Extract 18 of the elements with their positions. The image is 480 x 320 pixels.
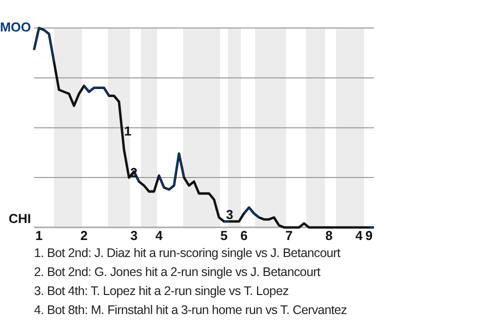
annotation: 1 (124, 123, 132, 138)
x-tick-label: 7 (285, 228, 293, 243)
text: 1. Bot 2nd: J. Diaz hit a run-scoring single vs J. Betancourt (34, 245, 342, 262)
x-tick-label: 5 (220, 228, 228, 243)
text: CHI (8, 210, 31, 226)
x-tick-label: 4 (355, 228, 364, 243)
x-tick-label: 3 (130, 228, 138, 243)
x-tick-label: 6 (240, 228, 248, 243)
x-tick-label: 1 (35, 228, 43, 243)
x-tick-label: 4 (155, 228, 164, 243)
annotation: 3 (226, 206, 234, 222)
text: MOO (0, 20, 31, 35)
x-tick-label: 9 (365, 228, 373, 243)
text: 4. Bot 8th: M. Firnstahl hit a 3-run home run vs T. Cervantez (34, 302, 347, 319)
text: 3. Bot 4th: T. Lopez hit a 2-run single vs T. Lopez (34, 283, 290, 300)
text: 2. Bot 2nd: G. Jones hit a 2-run single vs J. Betancourt (34, 264, 322, 281)
x-tick-label: 8 (325, 228, 333, 243)
x-tick-label: 2 (80, 228, 88, 243)
